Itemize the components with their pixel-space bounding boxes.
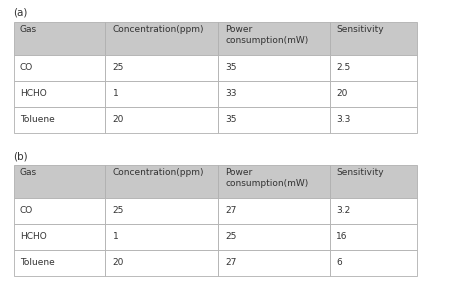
- Bar: [14, 55, 105, 81]
- Text: 27: 27: [225, 206, 237, 216]
- Text: Sensitivity: Sensitivity: [337, 25, 384, 34]
- Bar: [218, 107, 330, 133]
- Text: 3.2: 3.2: [337, 206, 351, 216]
- Bar: [105, 22, 218, 55]
- Bar: [330, 55, 418, 81]
- Text: 35: 35: [225, 115, 237, 125]
- Text: 1: 1: [113, 89, 118, 99]
- Bar: [105, 55, 218, 81]
- Text: (a): (a): [14, 7, 28, 17]
- Text: HCHO: HCHO: [20, 232, 47, 242]
- Text: Concentration(ppm): Concentration(ppm): [113, 168, 204, 177]
- Bar: [218, 55, 330, 81]
- Bar: [105, 198, 218, 224]
- Bar: [14, 198, 105, 224]
- Bar: [218, 250, 330, 276]
- Text: 20: 20: [113, 258, 124, 268]
- Bar: [105, 107, 218, 133]
- Text: 2.5: 2.5: [337, 63, 351, 73]
- Text: 27: 27: [225, 258, 237, 268]
- Text: 25: 25: [225, 232, 237, 242]
- Bar: [14, 81, 105, 107]
- Bar: [330, 165, 418, 198]
- Text: Toluene: Toluene: [20, 115, 54, 125]
- Text: 25: 25: [113, 63, 124, 73]
- Text: Gas: Gas: [20, 168, 37, 177]
- Bar: [14, 250, 105, 276]
- Bar: [218, 81, 330, 107]
- Bar: [14, 22, 105, 55]
- Bar: [14, 165, 105, 198]
- Bar: [105, 250, 218, 276]
- Text: 20: 20: [113, 115, 124, 125]
- Bar: [330, 198, 418, 224]
- Bar: [14, 107, 105, 133]
- Text: 20: 20: [337, 89, 348, 99]
- Text: (b): (b): [14, 152, 28, 162]
- Text: HCHO: HCHO: [20, 89, 47, 99]
- Bar: [330, 107, 418, 133]
- Bar: [105, 165, 218, 198]
- Bar: [218, 165, 330, 198]
- Text: Power
consumption(mW): Power consumption(mW): [225, 168, 309, 188]
- Bar: [330, 22, 418, 55]
- Text: 6: 6: [337, 258, 342, 268]
- Text: 16: 16: [337, 232, 348, 242]
- Text: CO: CO: [20, 63, 33, 73]
- Bar: [105, 81, 218, 107]
- Bar: [218, 198, 330, 224]
- Text: 33: 33: [225, 89, 237, 99]
- Bar: [105, 224, 218, 250]
- Text: 1: 1: [113, 232, 118, 242]
- Text: Concentration(ppm): Concentration(ppm): [113, 25, 204, 34]
- Text: CO: CO: [20, 206, 33, 216]
- Text: 3.3: 3.3: [337, 115, 351, 125]
- Text: 35: 35: [225, 63, 237, 73]
- Bar: [14, 224, 105, 250]
- Bar: [218, 22, 330, 55]
- Bar: [330, 81, 418, 107]
- Bar: [218, 224, 330, 250]
- Text: 25: 25: [113, 206, 124, 216]
- Bar: [330, 250, 418, 276]
- Text: Power
consumption(mW): Power consumption(mW): [225, 25, 309, 45]
- Text: Gas: Gas: [20, 25, 37, 34]
- Text: Sensitivity: Sensitivity: [337, 168, 384, 177]
- Bar: [330, 224, 418, 250]
- Text: Toluene: Toluene: [20, 258, 54, 268]
